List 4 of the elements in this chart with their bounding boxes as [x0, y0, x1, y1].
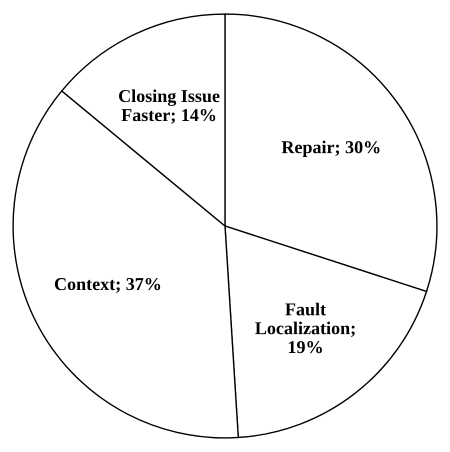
slice-label: Context; 37% — [54, 278, 160, 293]
slice-label: Fault Localization; 19% — [255, 302, 355, 354]
slice-label: Repair; 30% — [282, 140, 380, 157]
slice-label: Closing Issue Faster; 14% — [119, 89, 220, 124]
